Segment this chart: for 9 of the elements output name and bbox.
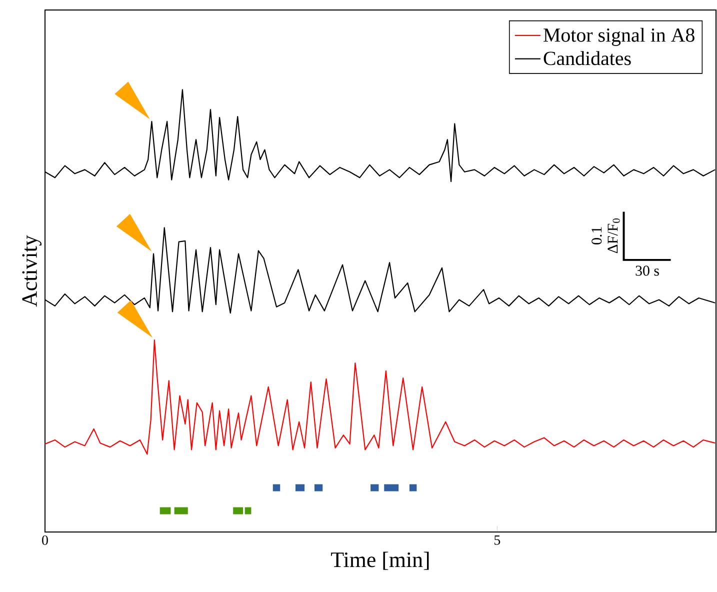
x-tick-label: 5	[494, 536, 500, 545]
legend-label: Motor signal in A8	[544, 28, 694, 46]
x-axis-title: Time [min]	[331, 552, 429, 570]
x-tick-label: 0	[42, 536, 48, 545]
annotation: 0.1	[592, 227, 602, 244]
legend-label: Candidates	[544, 51, 631, 66]
y-axis-title: Activity	[22, 235, 42, 307]
annotation: 30 s	[636, 266, 659, 276]
annotation: ΔF/F$_{0}$	[608, 218, 620, 254]
